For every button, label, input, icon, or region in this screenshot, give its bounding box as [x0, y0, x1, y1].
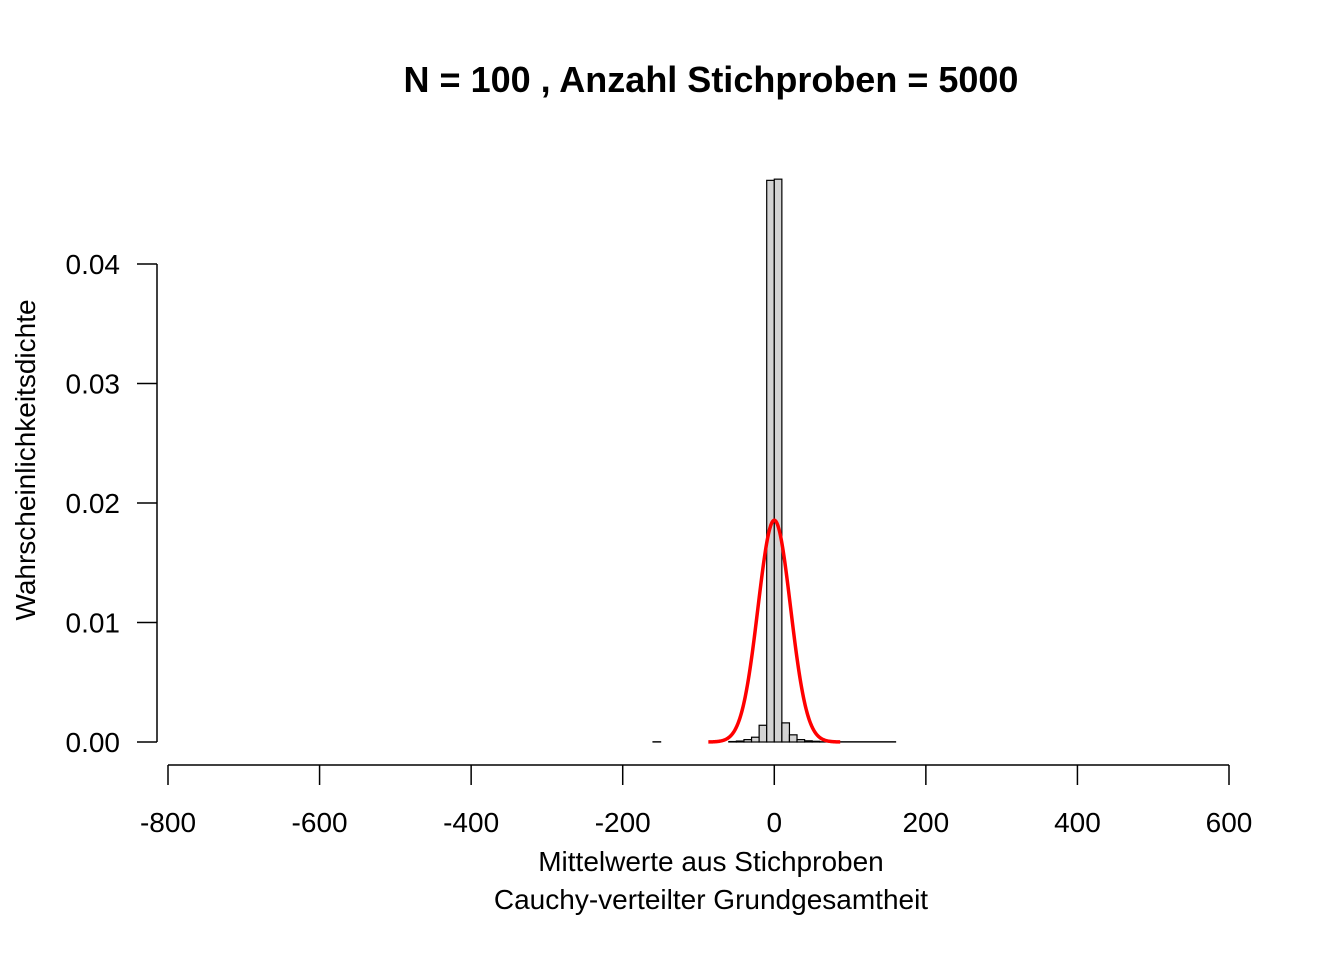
chart-title: N = 100 , Anzahl Stichproben = 5000	[404, 59, 1019, 100]
histogram-bar-7	[758, 724, 768, 743]
x-tick-label-3: -200	[595, 807, 651, 838]
histogram-bar-12	[796, 739, 806, 743]
x-tick-label-1: -600	[292, 807, 348, 838]
x-tick-label-5: 200	[902, 807, 949, 838]
x-tick-label-2: -400	[443, 807, 499, 838]
y-tick-label-0: 0.00	[66, 727, 121, 758]
histogram-bars	[652, 178, 897, 743]
y-tick-label-1: 0.01	[66, 608, 121, 639]
y-axis-label: Wahrscheinlichkeitsdichte	[10, 299, 41, 620]
y-tick-label-3: 0.03	[66, 369, 121, 400]
histogram-bar-5	[743, 739, 753, 743]
histogram-bar-13	[803, 740, 813, 743]
x-axis-label-line1: Mittelwerte aus Stichproben	[538, 846, 884, 877]
y-tick-label-4: 0.04	[66, 249, 121, 280]
histogram-bar-11	[788, 734, 798, 743]
x-tick-label-0: -800	[140, 807, 196, 838]
histogram-bar-8	[766, 179, 775, 743]
histogram-bar-6	[750, 736, 760, 743]
histogram-bar-4	[735, 740, 745, 743]
x-axis-label-line2: Cauchy-verteilter Grundgesamtheit	[494, 884, 928, 915]
x-tick-label-7: 600	[1206, 807, 1253, 838]
plot-area	[652, 178, 897, 744]
histogram-bar-14	[811, 740, 821, 743]
x-axis: -800 -600 -400 -200 0 200 400 600	[140, 764, 1253, 838]
histogram-bar-9	[773, 178, 783, 743]
density-curve	[707, 518, 842, 744]
x-tick-label-4: 0	[766, 807, 782, 838]
histogram-bar-10	[781, 722, 791, 743]
y-tick-label-2: 0.02	[66, 488, 121, 519]
x-tick-label-6: 400	[1054, 807, 1101, 838]
y-axis: 0.00 0.01 0.02 0.03 0.04	[66, 249, 158, 758]
